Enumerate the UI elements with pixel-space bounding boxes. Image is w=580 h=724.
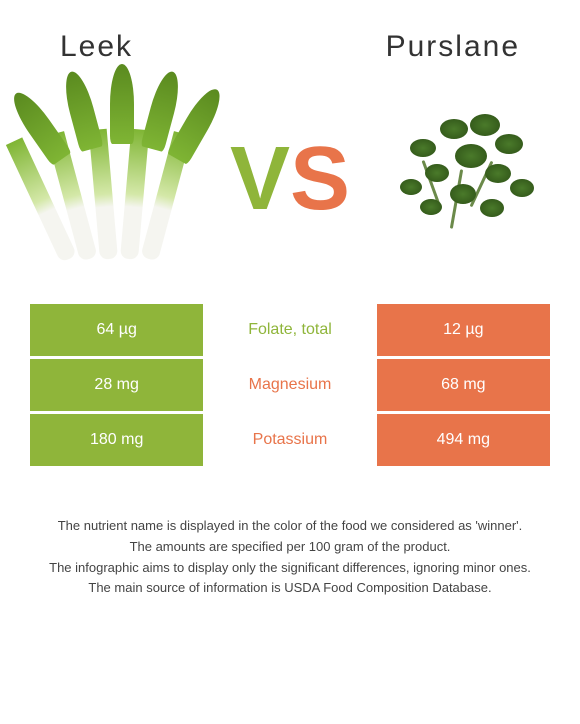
table-row: 180 mg Potassium 494 mg — [30, 414, 550, 466]
vs-v: V — [230, 129, 290, 229]
footnote-line: The main source of information is USDA F… — [30, 578, 550, 599]
left-value: 64 µg — [30, 304, 203, 356]
right-food-title: Purslane — [386, 30, 520, 64]
table-row: 28 mg Magnesium 68 mg — [30, 359, 550, 411]
left-value: 180 mg — [30, 414, 203, 466]
nutrient-label: Folate, total — [203, 304, 376, 356]
right-value: 12 µg — [377, 304, 550, 356]
footnote-line: The infographic aims to display only the… — [30, 558, 550, 579]
table-row: 64 µg Folate, total 12 µg — [30, 304, 550, 356]
left-food-title: Leek — [60, 30, 133, 64]
nutrient-label: Potassium — [203, 414, 376, 466]
images-row: VS — [0, 74, 580, 294]
header: Leek Purslane — [0, 0, 580, 74]
footnote-line: The amounts are specified per 100 gram o… — [30, 537, 550, 558]
vs-label: VS — [230, 128, 350, 231]
left-value: 28 mg — [30, 359, 203, 411]
nutrient-table: 64 µg Folate, total 12 µg 28 mg Magnesiu… — [30, 304, 550, 466]
footnote-line: The nutrient name is displayed in the co… — [30, 516, 550, 537]
right-value: 68 mg — [377, 359, 550, 411]
footnotes: The nutrient name is displayed in the co… — [30, 516, 550, 599]
leek-image — [30, 89, 210, 269]
nutrient-label: Magnesium — [203, 359, 376, 411]
vs-s: S — [290, 129, 350, 229]
right-value: 494 mg — [377, 414, 550, 466]
purslane-image — [370, 89, 550, 269]
